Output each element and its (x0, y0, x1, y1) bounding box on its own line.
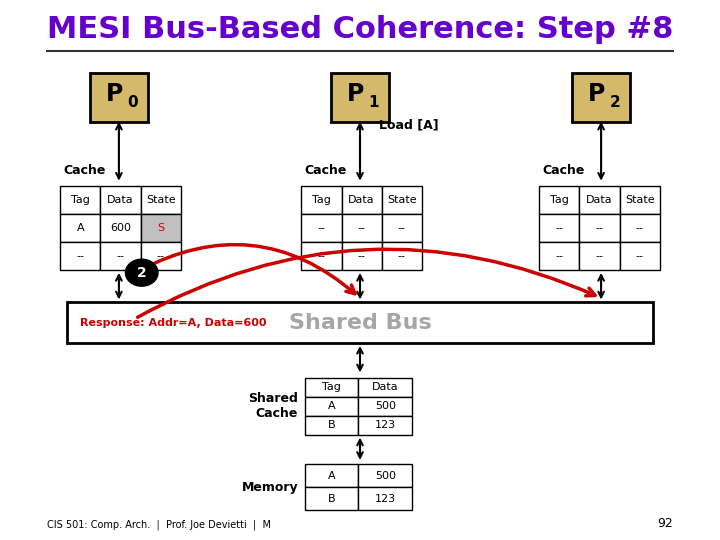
Text: 123: 123 (374, 420, 396, 430)
Text: S: S (157, 223, 164, 233)
Text: --: -- (157, 251, 165, 261)
Text: Load [A]: Load [A] (379, 119, 438, 132)
Bar (305, 397, 359, 416)
Bar (382, 186, 422, 214)
Bar (60, 214, 100, 242)
Text: --: -- (117, 251, 125, 261)
FancyArrowPatch shape (138, 249, 595, 318)
Text: --: -- (318, 251, 325, 261)
Bar (140, 242, 181, 270)
FancyBboxPatch shape (89, 73, 148, 122)
Bar (341, 186, 382, 214)
Text: Tag: Tag (550, 195, 569, 205)
Text: Tag: Tag (312, 195, 331, 205)
Text: 123: 123 (374, 494, 396, 504)
Text: MESI Bus-Based Coherence: Step #8: MESI Bus-Based Coherence: Step #8 (47, 15, 673, 44)
Bar (305, 378, 359, 397)
Text: --: -- (555, 251, 563, 261)
Bar (359, 378, 412, 397)
Bar (100, 186, 140, 214)
Circle shape (125, 259, 158, 286)
Bar (620, 214, 660, 242)
Text: State: State (625, 195, 654, 205)
Bar (100, 242, 140, 270)
Bar (359, 416, 412, 435)
Text: --: -- (76, 251, 84, 261)
Bar (580, 214, 620, 242)
Text: A: A (76, 223, 84, 233)
Text: --: -- (636, 223, 644, 233)
Text: B: B (328, 420, 336, 430)
Text: P: P (588, 82, 606, 106)
Text: --: -- (398, 223, 406, 233)
Bar (100, 214, 140, 242)
Text: Response: Addr=A, Data=600: Response: Addr=A, Data=600 (80, 318, 266, 328)
Bar (302, 186, 341, 214)
Text: --: -- (398, 251, 406, 261)
Text: P: P (106, 82, 123, 106)
Text: Data: Data (372, 382, 399, 393)
Text: Cache: Cache (542, 164, 585, 177)
Bar (382, 242, 422, 270)
Bar (382, 214, 422, 242)
Bar (539, 242, 580, 270)
Text: Tag: Tag (71, 195, 90, 205)
Bar (67, 302, 653, 343)
Bar (302, 214, 341, 242)
Text: --: -- (555, 223, 563, 233)
Text: B: B (328, 494, 336, 504)
Text: --: -- (358, 251, 366, 261)
FancyArrowPatch shape (138, 245, 355, 294)
Bar (620, 186, 660, 214)
Bar (305, 416, 359, 435)
FancyBboxPatch shape (572, 73, 631, 122)
Text: A: A (328, 401, 336, 411)
Bar (140, 214, 181, 242)
Bar (580, 186, 620, 214)
Bar (305, 464, 359, 487)
Text: State: State (387, 195, 417, 205)
Text: 92: 92 (657, 517, 672, 530)
Text: Cache: Cache (305, 164, 347, 177)
Text: Tag: Tag (322, 382, 341, 393)
Text: P: P (347, 82, 364, 106)
Text: --: -- (595, 223, 603, 233)
Bar (341, 242, 382, 270)
Text: State: State (146, 195, 176, 205)
Text: 2: 2 (609, 95, 620, 110)
Text: 1: 1 (369, 95, 379, 110)
Text: Shared Bus: Shared Bus (289, 313, 431, 333)
Text: 500: 500 (374, 471, 396, 481)
Text: Data: Data (348, 195, 375, 205)
Bar (359, 397, 412, 416)
Bar (580, 242, 620, 270)
Bar (60, 242, 100, 270)
Text: 500: 500 (374, 401, 396, 411)
FancyBboxPatch shape (330, 73, 390, 122)
Text: Data: Data (107, 195, 134, 205)
Text: 0: 0 (127, 95, 138, 110)
Bar (305, 487, 359, 510)
Bar (302, 242, 341, 270)
Bar (359, 464, 412, 487)
Text: --: -- (358, 223, 366, 233)
Text: --: -- (636, 251, 644, 261)
Bar (620, 242, 660, 270)
Bar (539, 186, 580, 214)
Text: Shared
Cache: Shared Cache (248, 393, 298, 420)
Bar (341, 214, 382, 242)
Text: Data: Data (586, 195, 613, 205)
Bar (359, 487, 412, 510)
Text: 600: 600 (110, 223, 131, 233)
Text: Memory: Memory (241, 481, 298, 494)
Text: --: -- (595, 251, 603, 261)
Text: 2: 2 (137, 266, 147, 280)
Bar (60, 186, 100, 214)
Text: A: A (328, 471, 336, 481)
Text: CIS 501: Comp. Arch.  |  Prof. Joe Devietti  |  M: CIS 501: Comp. Arch. | Prof. Joe Deviett… (48, 520, 271, 530)
Text: Cache: Cache (63, 164, 106, 177)
Bar (539, 214, 580, 242)
Bar (140, 186, 181, 214)
Text: --: -- (318, 223, 325, 233)
